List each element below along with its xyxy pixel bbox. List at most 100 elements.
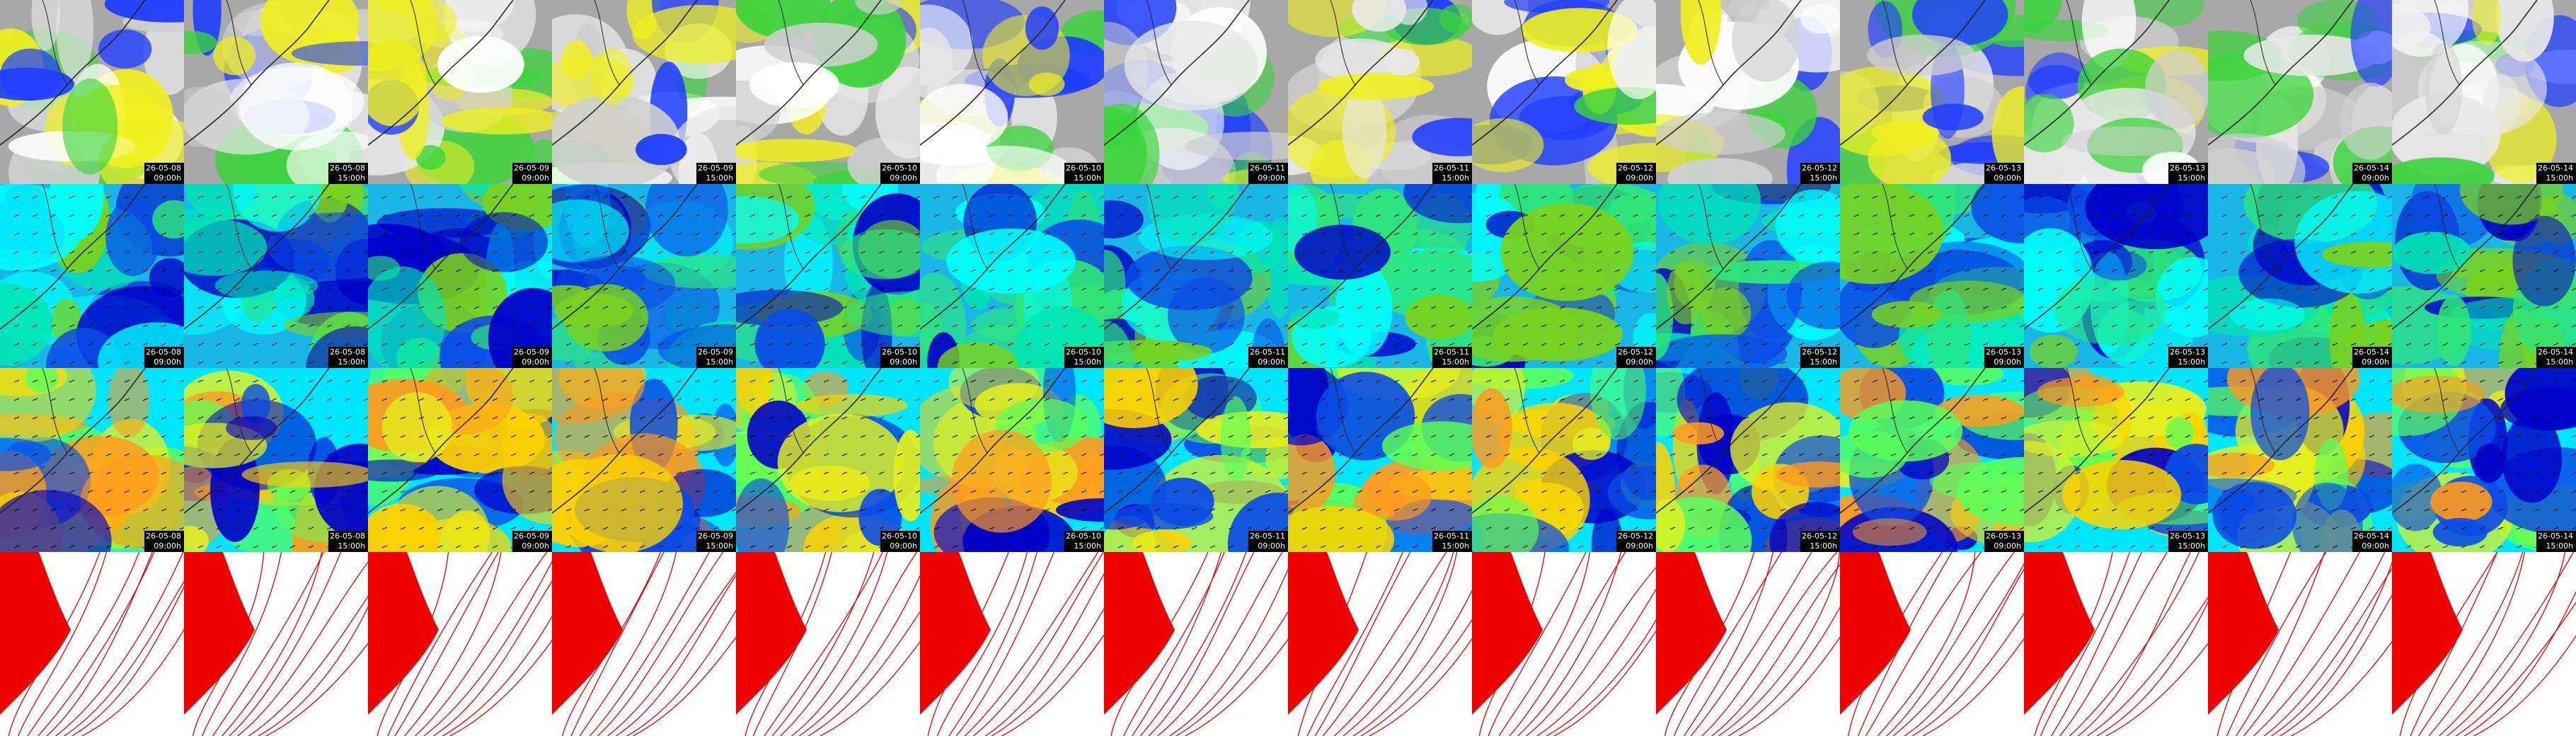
field-blob [2024, 420, 2124, 457]
wind-barb [1577, 306, 1584, 309]
wind-barb [2277, 343, 2283, 346]
field-blob [441, 107, 552, 134]
wind-barb [1669, 453, 1676, 456]
wind-barb [50, 343, 57, 346]
border [1698, 0, 1724, 86]
wind-barb [2516, 490, 2522, 493]
wind-barb [749, 324, 756, 328]
wind-barb [2148, 324, 2154, 328]
wind-barb [216, 471, 222, 475]
wind-barb [970, 379, 977, 383]
wind-barb [473, 508, 480, 512]
wind-barb [2037, 545, 2044, 548]
wind-barb [216, 251, 222, 254]
border [2066, 184, 2092, 270]
wind-barb [547, 490, 552, 493]
wind-barb [1669, 490, 1676, 493]
wind-barb [933, 379, 940, 383]
wind-barb [1651, 490, 1656, 493]
wind-barb [2497, 435, 2504, 438]
wind-barb [1614, 232, 1621, 236]
wind-barb [1669, 324, 1676, 328]
wind-barb [1062, 269, 1069, 272]
wind-barb [1228, 508, 1234, 512]
wind-barb [841, 232, 848, 236]
wind-barb [1577, 453, 1584, 456]
wind-barb [1375, 398, 1381, 401]
wind-barb [1614, 453, 1621, 456]
time-label: 09:00h [154, 357, 181, 367]
field-blob [2037, 377, 2124, 407]
field-blob [2392, 0, 2469, 57]
wind-barb [768, 195, 774, 199]
wind-barb [1301, 379, 1308, 383]
label-bg [1248, 531, 1288, 552]
wind-barb [197, 508, 204, 512]
wind-barb [970, 324, 977, 328]
wind-barb [2405, 435, 2412, 438]
wind-barb [602, 324, 609, 328]
wind-barb [676, 214, 682, 217]
wind-barb [1982, 343, 1989, 346]
field-blob [1853, 518, 1927, 546]
wind-barb [565, 379, 572, 383]
wind-barb [657, 251, 664, 254]
wind-barb [2001, 435, 2007, 438]
wind-barb [1890, 214, 1897, 217]
wind-barb [1449, 324, 1455, 328]
wind-barb [1522, 214, 1529, 217]
wind-barb [1025, 195, 1032, 199]
wind-barb [437, 251, 443, 254]
wind-barb [142, 343, 149, 346]
wind-barb [1577, 269, 1584, 272]
isobar [1701, 552, 1838, 736]
wind-barb [1596, 361, 1602, 364]
wind-barb [87, 435, 93, 438]
wind-barb [915, 324, 920, 328]
field-blob [1146, 184, 1236, 245]
time-label: 09:00h [154, 541, 181, 551]
wind-barb [1375, 379, 1381, 383]
wind-barb [345, 435, 351, 438]
wind-barb [69, 545, 75, 548]
wind-barb [1393, 508, 1400, 512]
wind-barb [492, 214, 498, 217]
wind-barb [1909, 398, 1915, 401]
wind-barb [1835, 453, 1840, 456]
wind-barb [87, 398, 93, 401]
wind-barb [1504, 545, 1510, 548]
field-blob [0, 490, 112, 552]
wind-barb [2534, 269, 2541, 272]
date-label: 26-05-11 [1250, 347, 1285, 357]
wind-barb [2553, 435, 2559, 438]
wind-barb [1853, 287, 1860, 291]
date-label: 26-05-11 [1434, 347, 1469, 357]
wind-barb [805, 545, 811, 548]
wind-barb [2019, 416, 2024, 420]
wind-barb [492, 269, 498, 272]
label-bg [512, 531, 552, 552]
wind-barb [2295, 287, 2301, 291]
wind-barb [2332, 361, 2338, 364]
wind-barb [1283, 490, 1288, 493]
wind-barb [2129, 379, 2136, 383]
wind-barb [271, 545, 277, 548]
isobar [376, 552, 449, 736]
wind-barb [1320, 508, 1326, 512]
wind-barb [1817, 343, 1823, 346]
wind-barb [1835, 287, 1840, 291]
wind-barb [639, 416, 645, 420]
field-blob [2062, 460, 2182, 529]
wind-barb [308, 453, 314, 456]
wind-barb [2295, 214, 2301, 217]
wind-barb [1357, 195, 1363, 199]
wind-barb [1338, 398, 1345, 401]
wind-barb [713, 508, 719, 512]
wind-barb [989, 287, 995, 291]
wind-barb [1541, 379, 1547, 383]
wind-barb [161, 343, 167, 346]
wind-barb [32, 306, 38, 309]
wind-barb [1485, 416, 1492, 420]
wind-barb [308, 324, 314, 328]
